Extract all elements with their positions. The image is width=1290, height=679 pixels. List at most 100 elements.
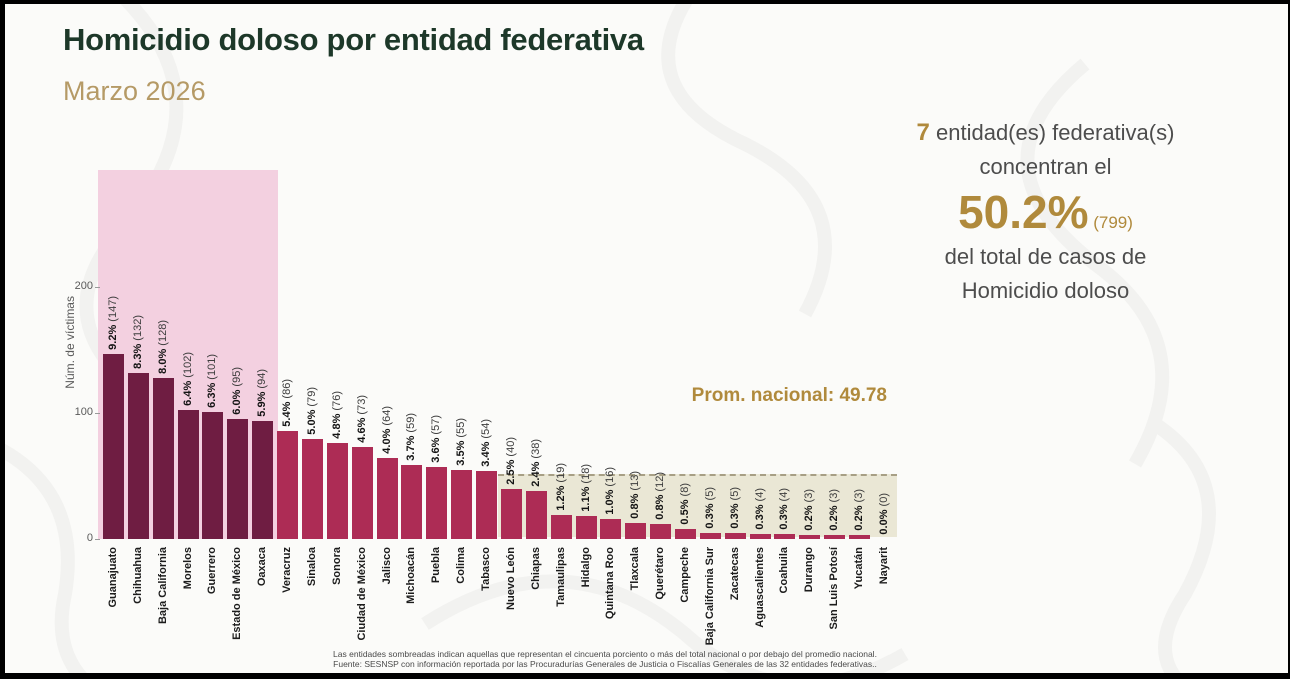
bar-value-label: 4.6% (73) bbox=[356, 395, 368, 443]
bar-Hidalgo bbox=[576, 516, 597, 539]
x-axis-label-Oaxaca: Oaxaca bbox=[256, 547, 268, 587]
x-axis-label-Hidalgo: Hidalgo bbox=[580, 547, 592, 588]
x-axis-label-Estado de México: Estado de México bbox=[231, 547, 243, 640]
bar-value-label: 0.0% (0) bbox=[878, 493, 890, 535]
bar-Coahuila bbox=[774, 534, 795, 539]
bar-Querétaro bbox=[650, 524, 671, 539]
y-tick-label: 0 bbox=[86, 532, 93, 544]
x-axis-label-Chiapas: Chiapas bbox=[530, 547, 542, 590]
bar-value-label: 1.1% (18) bbox=[580, 464, 592, 512]
x-axis-label-Puebla: Puebla bbox=[430, 547, 442, 584]
x-axis-label-Jalisco: Jalisco bbox=[381, 547, 393, 585]
bar-value-label: 3.6% (57) bbox=[430, 415, 442, 463]
y-tick-mark bbox=[95, 287, 100, 288]
bar-Sinaloa bbox=[302, 439, 323, 539]
bar-value-label: 3.5% (55) bbox=[455, 418, 467, 466]
bar-value-label: 8.3% (132) bbox=[132, 315, 144, 369]
x-axis-label-Ciudad de México: Ciudad de México bbox=[356, 547, 368, 641]
bar-value-label: 0.2% (3) bbox=[828, 489, 840, 531]
x-axis-label-Sinaloa: Sinaloa bbox=[306, 547, 318, 587]
bar-value-label: 1.0% (16) bbox=[604, 467, 616, 515]
x-axis-label-Guerrero: Guerrero bbox=[206, 547, 218, 595]
x-axis-label-Quintana Roo: Quintana Roo bbox=[604, 547, 616, 620]
summary-entities-text: entidad(es) federativa(s) bbox=[929, 120, 1175, 145]
bar-value-label: 6.0% (95) bbox=[231, 367, 243, 415]
bar-value-label: 0.3% (5) bbox=[729, 487, 741, 529]
page-subtitle: Marzo 2026 bbox=[63, 76, 206, 106]
bar-value-label: 0.2% (3) bbox=[853, 489, 865, 531]
bar-Michoacán bbox=[401, 465, 422, 539]
x-axis-label-Coahuila: Coahuila bbox=[778, 547, 790, 594]
bar-Yucatán bbox=[849, 535, 870, 539]
bar-value-label: 5.0% (79) bbox=[306, 387, 318, 435]
y-tick-mark bbox=[95, 539, 100, 540]
bar-Aguascalientes bbox=[750, 534, 771, 539]
bar-Baja California bbox=[153, 378, 174, 539]
plot-area: 0 100 200 Núm. de víctimas 9.2% (147) Guanaju… bbox=[5, 4, 1288, 673]
x-axis-label-Baja California Sur: Baja California Sur bbox=[704, 547, 716, 646]
x-axis-label-Morelos: Morelos bbox=[182, 547, 194, 590]
background-watermark-pattern bbox=[5, 4, 1216, 673]
bar-Nuevo León bbox=[501, 489, 522, 539]
bar-value-label: 0.8% (13) bbox=[629, 471, 641, 519]
bar-Veracruz bbox=[277, 431, 298, 539]
bar-Chiapas bbox=[526, 491, 547, 539]
bar-Guanajuato bbox=[103, 354, 124, 539]
x-axis-label-Baja California: Baja California bbox=[157, 547, 169, 625]
x-axis-label-Colima: Colima bbox=[455, 547, 467, 584]
bar-Jalisco bbox=[377, 458, 398, 539]
footnote-line2: Fuente: SESNSP con información reportada… bbox=[333, 659, 877, 669]
footnote: Las entidades sombreadas indican aquella… bbox=[255, 649, 955, 669]
bar-Colima bbox=[451, 470, 472, 539]
bar-value-label: 0.3% (5) bbox=[704, 487, 716, 529]
x-axis-label-Nuevo León: Nuevo León bbox=[505, 547, 517, 610]
bar-value-label: 0.8% (12) bbox=[654, 472, 666, 520]
bar-Puebla bbox=[426, 467, 447, 539]
bar-value-label: 5.4% (86) bbox=[281, 379, 293, 427]
x-axis-label-Tlaxcala: Tlaxcala bbox=[629, 547, 641, 591]
footnote-line1: Las entidades sombreadas indican aquella… bbox=[333, 649, 877, 659]
bar-value-label: 6.4% (102) bbox=[182, 352, 194, 406]
national-average-label: Prom. nacional: 49.78 bbox=[691, 385, 887, 406]
summary-line-concentrate: concentran el bbox=[979, 154, 1112, 179]
x-axis-label-Michoacán: Michoacán bbox=[405, 547, 417, 604]
bar-value-label: 5.9% (94) bbox=[256, 369, 268, 417]
x-axis-label-Querétaro: Querétaro bbox=[654, 547, 666, 600]
summary-entity-count: 7 bbox=[916, 119, 930, 146]
bar-Guerrero bbox=[202, 412, 223, 539]
y-tick-label: 200 bbox=[74, 280, 93, 292]
bar-value-label: 2.4% (38) bbox=[530, 439, 542, 487]
bar-value-label: 1.2% (19) bbox=[555, 463, 567, 511]
bar-Tlaxcala bbox=[625, 523, 646, 539]
x-axis-label-San Luis Potosí: San Luis Potosí bbox=[828, 547, 840, 630]
x-axis-label-Veracruz: Veracruz bbox=[281, 547, 293, 593]
bar-Campeche bbox=[675, 529, 696, 539]
x-axis-label-Sonora: Sonora bbox=[331, 547, 343, 585]
summary-line-percent: 50.2% (799) bbox=[873, 184, 1218, 240]
x-axis-label-Tabasco: Tabasco bbox=[480, 547, 492, 591]
x-axis-label-Yucatán: Yucatán bbox=[853, 547, 865, 590]
bar-Tamaulipas bbox=[551, 515, 572, 539]
bar-value-label: 8.0% (128) bbox=[157, 320, 169, 374]
slide-canvas: Homicidio doloso por entidad federativa … bbox=[5, 4, 1288, 673]
bar-San Luis Potosí bbox=[824, 535, 845, 539]
summary-total-cases: (799) bbox=[1088, 213, 1133, 232]
summary-line-crime: Homicidio doloso bbox=[961, 278, 1130, 303]
x-axis-label-Aguascalientes: Aguascalientes bbox=[754, 547, 766, 628]
bar-value-label: 3.4% (54) bbox=[480, 419, 492, 467]
x-axis-label-Chihuahua: Chihuahua bbox=[132, 547, 144, 604]
bar-value-label: 4.0% (64) bbox=[381, 406, 393, 454]
bar-value-label: 4.8% (76) bbox=[331, 391, 343, 439]
bar-value-label: 0.2% (3) bbox=[803, 489, 815, 531]
x-axis-label-Nayarit: Nayarit bbox=[878, 547, 890, 585]
bar-value-label: 3.7% (59) bbox=[405, 413, 417, 461]
y-tick-label: 100 bbox=[74, 406, 93, 418]
y-axis-title: Núm. de víctimas bbox=[63, 296, 77, 389]
bar-value-label: 2.5% (40) bbox=[505, 437, 517, 485]
summary-line-entities: 7 entidad(es) federativa(s) bbox=[873, 116, 1218, 150]
bar-Oaxaca bbox=[252, 421, 273, 539]
bar-Estado de México bbox=[227, 419, 248, 539]
bar-Ciudad de México bbox=[352, 447, 373, 539]
summary-percent: 50.2% bbox=[958, 186, 1089, 238]
x-axis-label-Durango: Durango bbox=[803, 547, 815, 593]
